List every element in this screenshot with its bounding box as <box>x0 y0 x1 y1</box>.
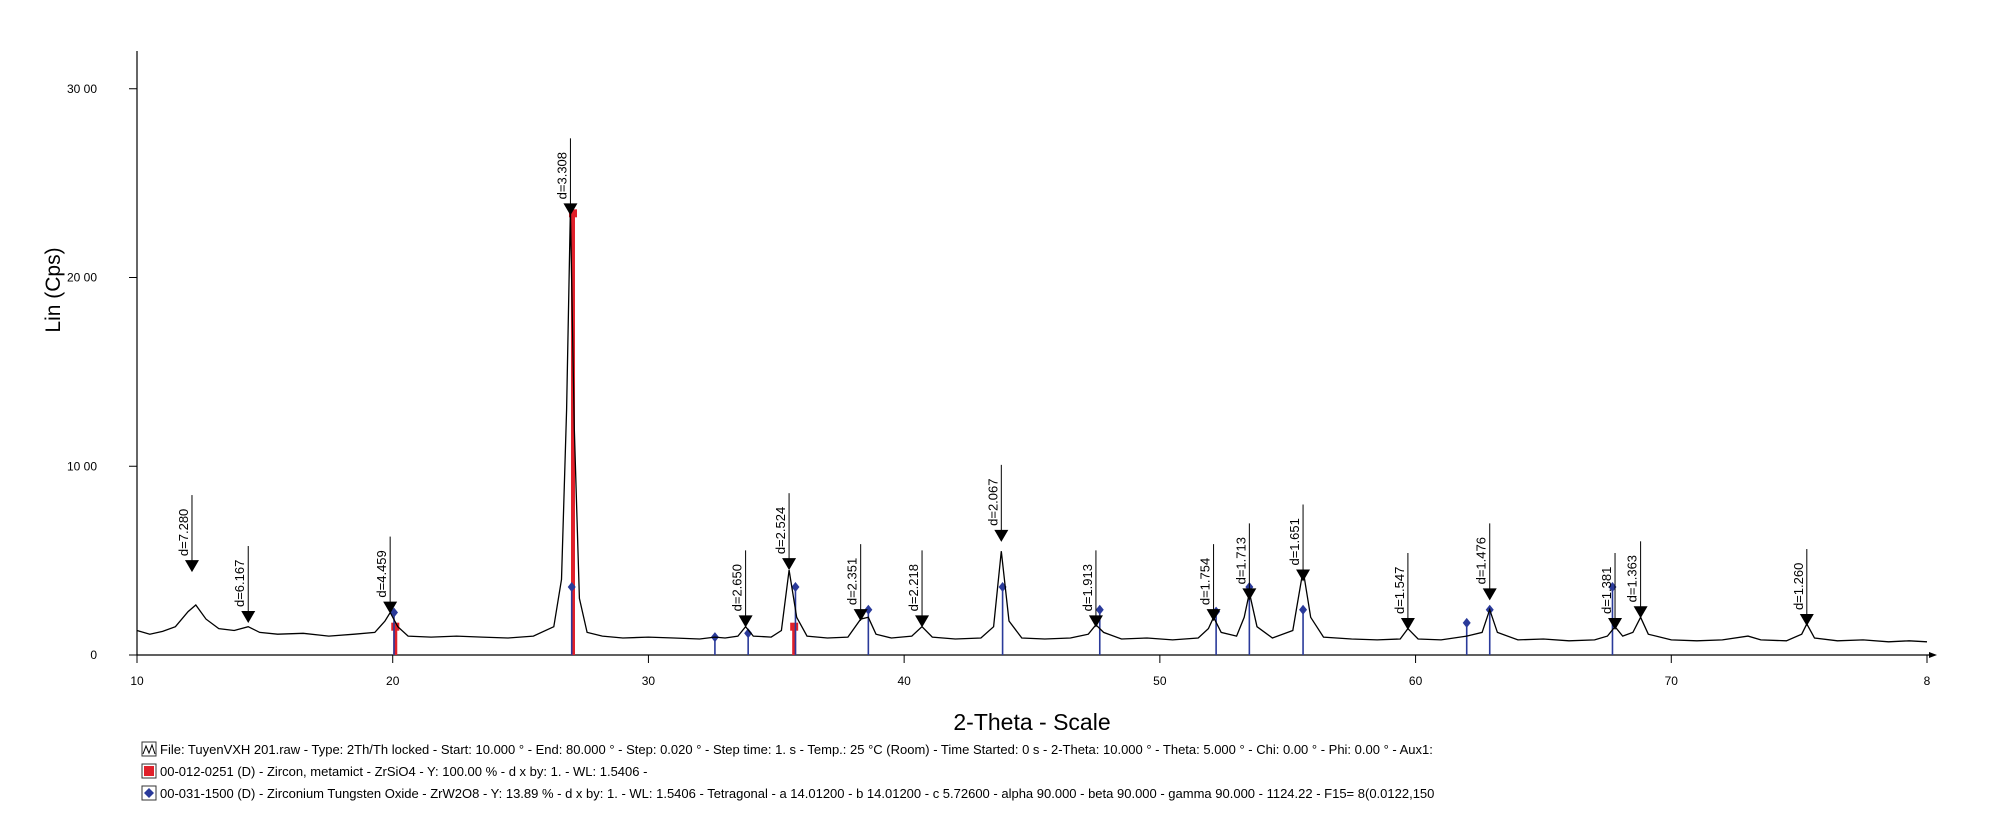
peak-marker <box>1608 618 1623 631</box>
reference-stick <box>1465 622 1468 655</box>
reference-stick <box>1215 611 1217 655</box>
peak-label: d=3.308 <box>554 152 569 199</box>
reference-marker <box>568 209 577 218</box>
peak-marker <box>1296 569 1311 582</box>
peak-label: d=1.476 <box>1474 537 1489 584</box>
reference-stick <box>792 626 797 655</box>
peak-label: d=1.547 <box>1392 567 1407 614</box>
reference-stick <box>1248 587 1251 655</box>
y-tick-label: 0 <box>90 648 97 662</box>
peak-marker <box>383 601 398 614</box>
x-axis-arrow <box>1929 652 1937 658</box>
reference-marker <box>864 604 873 615</box>
peak-label: d=6.167 <box>232 560 247 607</box>
legend-icon <box>144 766 154 776</box>
y-tick-label: 30 00 <box>67 82 97 96</box>
x-tick-label: 10 <box>130 674 144 688</box>
reference-stick <box>794 587 797 655</box>
reference-marker <box>744 628 753 639</box>
peak-marker <box>1206 609 1221 622</box>
reference-stick <box>393 612 395 655</box>
peak-label: d=1.713 <box>1233 537 1248 584</box>
legend-label: File: TuyenVXH 201.raw - Type: 2Th/Th lo… <box>160 742 1433 757</box>
legend-label: 00-012-0251 (D) - Zircon, metamict - ZrS… <box>160 764 647 779</box>
x-tick-label: 20 <box>386 674 400 688</box>
reference-stick <box>867 609 870 655</box>
peak-label: d=2.650 <box>730 564 745 611</box>
reference-stick <box>570 213 575 655</box>
reference-marker <box>791 582 800 593</box>
reference-stick <box>570 587 573 655</box>
peak-marker <box>1482 588 1497 601</box>
x-tick-label: 50 <box>1153 674 1167 688</box>
peak-label: d=7.280 <box>176 509 191 556</box>
x-tick-label: 70 <box>1665 674 1679 688</box>
legend-label: 00-031-1500 (D) - Zirconium Tungsten Oxi… <box>160 786 1434 801</box>
reference-marker <box>1095 604 1104 615</box>
peak-marker <box>853 609 868 622</box>
x-tick-label: 40 <box>897 674 911 688</box>
y-axis-label: Lin (Cps) <box>42 247 65 332</box>
legend-icon <box>144 788 154 798</box>
reference-stick <box>1098 609 1101 655</box>
peak-marker <box>1633 606 1648 619</box>
reference-stick <box>747 633 749 655</box>
reference-stick <box>393 626 398 655</box>
reference-marker <box>391 622 400 631</box>
peak-label: d=1.363 <box>1625 555 1640 602</box>
peak-label: d=2.351 <box>845 558 860 605</box>
peak-marker <box>1799 614 1814 627</box>
x-axis-label: 2-Theta - Scale <box>953 709 1110 735</box>
peak-marker <box>1400 618 1415 631</box>
peak-label: d=2.067 <box>985 479 1000 526</box>
peak-label: d=1.754 <box>1198 558 1213 605</box>
reference-marker <box>1462 617 1471 628</box>
reference-marker <box>567 582 576 593</box>
peak-marker <box>184 560 199 573</box>
reference-stick <box>1001 587 1004 655</box>
reference-stick <box>1488 609 1491 655</box>
pattern-line <box>136 209 1928 643</box>
peak-label: d=2.524 <box>773 507 788 554</box>
peak-label: d=2.218 <box>906 564 921 611</box>
peak-marker <box>563 203 578 216</box>
x-tick-label: 8 <box>1924 674 1931 688</box>
peak-label: d=1.913 <box>1080 564 1095 611</box>
peak-marker <box>1088 615 1103 628</box>
peak-marker <box>915 615 930 628</box>
x-tick-label: 30 <box>642 674 656 688</box>
peak-marker <box>994 529 1009 542</box>
peak-label: d=1.260 <box>1791 563 1806 610</box>
peak-label: d=4.459 <box>374 550 389 597</box>
peak-marker <box>241 611 256 624</box>
reference-marker <box>1299 604 1308 615</box>
peak-marker <box>738 615 753 628</box>
reference-marker <box>790 622 799 631</box>
x-tick-label: 60 <box>1409 674 1423 688</box>
peak-label: d=1.651 <box>1287 518 1302 565</box>
peak-marker <box>782 558 797 571</box>
peak-marker <box>1242 588 1257 601</box>
reference-marker <box>1608 582 1617 593</box>
y-tick-label: 10 00 <box>67 459 97 473</box>
y-tick-label: 20 00 <box>67 271 97 285</box>
peak-label: d=1.381 <box>1599 567 1614 614</box>
reference-stick <box>714 637 716 655</box>
legend-icon <box>142 743 156 755</box>
reference-stick <box>1302 609 1304 655</box>
